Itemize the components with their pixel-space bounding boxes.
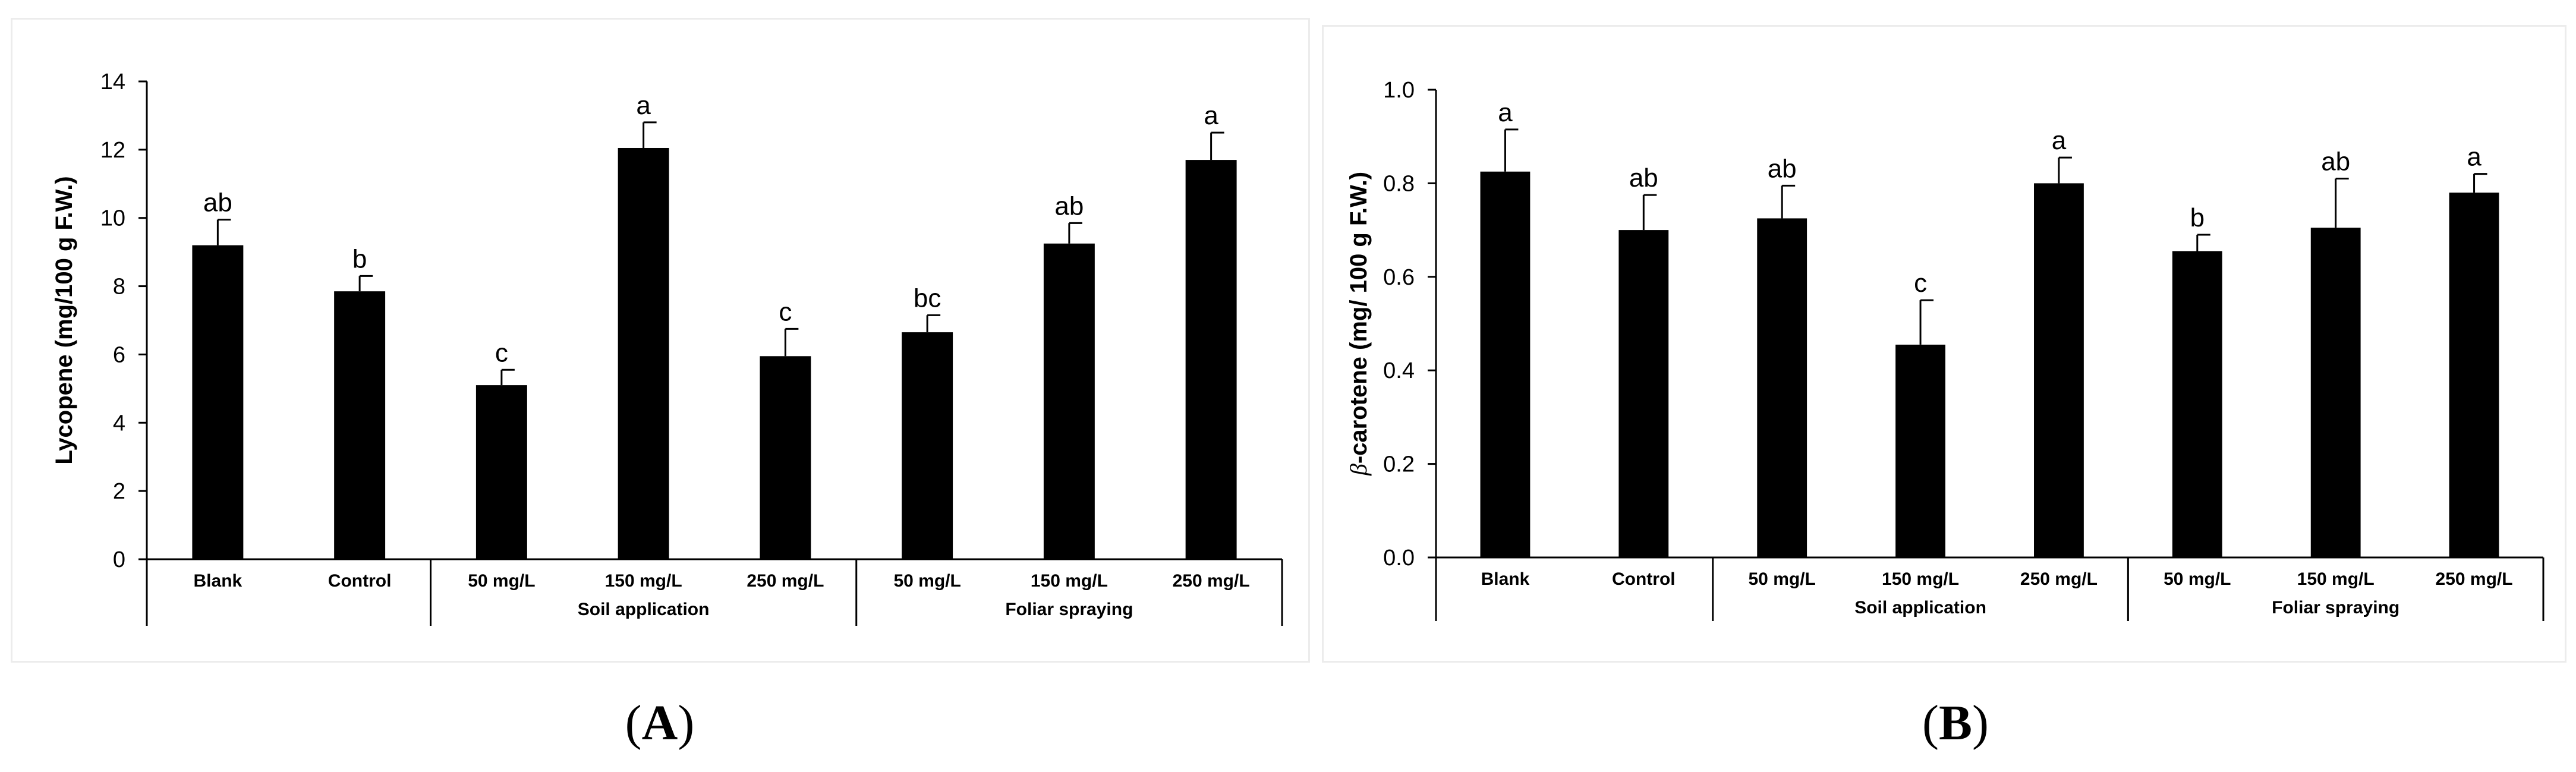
y-axis-title-prefix: β [1345,464,1372,476]
bar [2172,251,2222,557]
bar [1480,171,1531,558]
x-category-label: 50 mg/L [468,571,535,591]
significance-letter: a [636,91,651,120]
y-axis-title-text: -carotene (mg/ 100 g F.W.) [1346,172,1372,464]
group-label: Soil application [1854,598,1986,617]
y-axis-title-text: Lycopene (mg/100 g F.W.) [51,176,77,464]
bar [1618,230,1669,558]
significance-letter: ab [1054,191,1084,220]
y-tick-label: 4 [113,411,125,436]
significance-letter: b [352,244,367,273]
bar [2034,183,2084,557]
x-category-label: 150 mg/L [2297,569,2375,589]
significance-letter: a [1204,101,1218,130]
x-category-label: 250 mg/L [1173,571,1250,591]
bar [618,147,669,559]
x-category-label: Control [328,571,392,591]
bar [475,385,527,559]
x-category-label: 50 mg/L [893,571,961,591]
significance-letter: ab [203,188,232,218]
group-label: Foliar spraying [2272,598,2399,617]
panel-label-b: (B) [1922,695,1989,751]
bar [2449,193,2499,557]
bar [1043,243,1095,559]
y-tick-label: 10 [100,206,125,231]
bar [902,332,953,559]
x-category-label: 150 mg/L [605,571,682,591]
significance-letter: a [2467,143,2481,172]
bar [192,245,244,560]
bar [2310,228,2361,557]
significance-letter: c [495,338,508,367]
significance-letter: c [779,297,792,326]
bar [760,356,811,559]
x-category-label: 250 mg/L [2436,569,2513,589]
significance-letter: a [2052,126,2067,155]
x-category-label: 250 mg/L [2020,569,2098,589]
x-category-label: 150 mg/L [1031,571,1108,591]
significance-letter: ab [1629,163,1658,193]
panel-label-a: (A) [625,695,695,751]
chart-panel-a: 0 2 4 6 8 10 12 14 Lycopene (mg/100 g F.W.) ab Bla… [11,18,1310,663]
y-tick-label: 12 [100,138,125,163]
y-tick-label: 2 [113,479,125,504]
x-category-label: 250 mg/L [747,571,824,591]
significance-letter: bc [914,283,941,313]
y-tick-label: 8 [113,275,125,300]
y-tick-label: 1.0 [1383,78,1415,103]
x-category-label: 50 mg/L [1749,569,1816,589]
group-label: Soil application [578,600,710,619]
y-axis-title: β-carotene (mg/ 100 g F.W.) [1345,172,1372,476]
significance-letter: ab [1768,154,1797,183]
x-category-label: Blank [1481,569,1530,589]
x-category-label: 150 mg/L [1882,569,1959,589]
group-label: Foliar spraying [1005,600,1133,619]
y-tick-label: 6 [113,342,125,367]
x-category-label: Blank [194,571,243,591]
x-category-label: 50 mg/L [2164,569,2231,589]
significance-letter: ab [2321,147,2350,177]
y-axis-title: Lycopene (mg/100 g F.W.) [51,176,77,464]
y-tick-label: 0.2 [1383,452,1415,477]
beta-carotene-chart: 0.0 0.2 0.4 0.6 0.8 1.0 β-carotene (mg/ 100 g … [1345,78,2544,621]
bar [1895,344,1945,557]
significance-letter: b [2190,203,2205,232]
y-tick-label: 14 [100,70,125,94]
y-tick-label: 0.0 [1383,546,1415,571]
bar [1757,218,1807,557]
bar [334,291,386,559]
chart-panel-b: 0.0 0.2 0.4 0.6 0.8 1.0 β-carotene (mg/ 100 g … [1322,25,2566,663]
x-category-label: Control [1612,569,1676,589]
y-tick-label: 0.6 [1383,265,1415,290]
y-tick-label: 0.4 [1383,358,1415,383]
significance-letter: a [1498,98,1513,127]
bar [1185,160,1237,559]
y-tick-label: 0 [113,547,125,572]
significance-letter: c [1914,269,1927,298]
y-tick-label: 0.8 [1383,171,1415,196]
